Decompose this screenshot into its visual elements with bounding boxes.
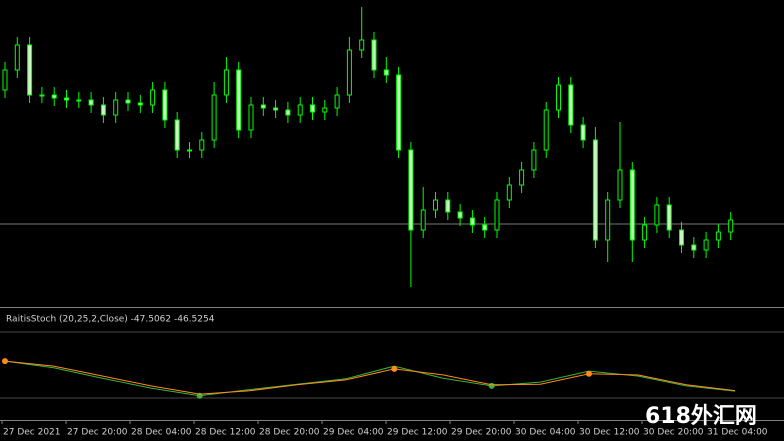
candle-body xyxy=(150,89,156,106)
candle-body xyxy=(433,199,438,211)
candle-body xyxy=(605,199,611,241)
candle-body xyxy=(371,39,377,71)
candle-body xyxy=(2,69,8,91)
x-tick-label: 27 Dec 2021 xyxy=(3,428,61,438)
candle-body xyxy=(174,119,180,151)
candle-body xyxy=(100,104,106,116)
candle-body xyxy=(728,219,734,233)
signal-dot xyxy=(488,382,495,389)
candle-body xyxy=(322,107,328,113)
candle-body xyxy=(285,109,291,116)
candle-body xyxy=(568,84,574,126)
candle-body xyxy=(445,199,451,213)
candle-body xyxy=(457,211,463,219)
candle-body xyxy=(359,39,365,51)
candle-body xyxy=(64,97,69,101)
signal-dot xyxy=(586,370,592,377)
x-tick-label: 28 Dec 20:00 xyxy=(259,428,320,438)
x-tick-label: 29 Dec 20:00 xyxy=(451,428,512,438)
candle-body xyxy=(14,44,20,71)
candle-body xyxy=(260,104,266,109)
indicator-line xyxy=(4,360,736,395)
candle-body xyxy=(236,69,242,131)
candle-body xyxy=(543,109,549,151)
x-tick-label: 27 Dec 20:00 xyxy=(67,428,128,438)
candle-body xyxy=(691,244,697,251)
candle-body xyxy=(519,169,525,186)
candle-body xyxy=(346,49,352,96)
candle-body xyxy=(408,149,414,231)
candle-body xyxy=(494,199,500,231)
x-tick-label: 30 Dec 12:00 xyxy=(579,428,640,438)
candle-body xyxy=(199,139,205,151)
candle-body xyxy=(211,94,217,141)
candle-body xyxy=(654,204,660,226)
x-tick-label: 31 Dec 04:00 xyxy=(707,428,768,438)
x-tick-label: 30 Dec 20:00 xyxy=(643,428,704,438)
candle-body xyxy=(642,224,648,241)
candle-body xyxy=(76,99,82,102)
candle-body xyxy=(679,229,684,246)
watermark: 618外汇网 xyxy=(645,403,757,429)
candle-body xyxy=(51,94,57,99)
candle-body xyxy=(482,224,488,231)
indicator-line xyxy=(4,360,736,397)
candle-body xyxy=(297,104,303,116)
candle-body xyxy=(703,239,709,251)
candle-body xyxy=(420,209,426,231)
candle-body xyxy=(248,104,254,131)
candle-body xyxy=(396,74,402,151)
candle-body xyxy=(125,99,131,104)
x-tick-label: 28 Dec 04:00 xyxy=(131,428,192,438)
candle-body xyxy=(556,84,561,111)
candle-body xyxy=(383,69,389,76)
candle-body xyxy=(629,169,635,241)
candle-body xyxy=(592,139,598,241)
candle-body xyxy=(27,44,33,96)
candle-body xyxy=(88,99,94,106)
candle-body xyxy=(223,69,229,96)
indicator-title: RaitisStoch (20,25,2,Close) -47.5062 -46… xyxy=(6,315,215,325)
x-tick-label: 30 Dec 04:00 xyxy=(515,428,576,438)
x-tick-label: 28 Dec 12:00 xyxy=(195,428,256,438)
candle-body xyxy=(273,107,279,111)
candle-body xyxy=(334,94,340,109)
candle-body xyxy=(39,94,45,97)
signal-dot xyxy=(2,358,8,365)
signal-dot xyxy=(391,365,398,372)
candle-body xyxy=(617,169,623,201)
candle-body xyxy=(531,149,537,171)
x-tick-label: 29 Dec 12:00 xyxy=(387,428,448,438)
candle-body xyxy=(113,99,119,116)
candle-body xyxy=(187,149,192,152)
candle-body xyxy=(310,104,315,113)
candle-body xyxy=(666,204,672,231)
candle-body xyxy=(715,231,721,241)
candle-body xyxy=(580,124,586,141)
candle-body xyxy=(506,184,512,201)
candle-body xyxy=(162,89,168,121)
candle-body xyxy=(469,217,475,226)
candle-body xyxy=(137,102,143,106)
x-tick-label: 29 Dec 04:00 xyxy=(323,428,384,438)
